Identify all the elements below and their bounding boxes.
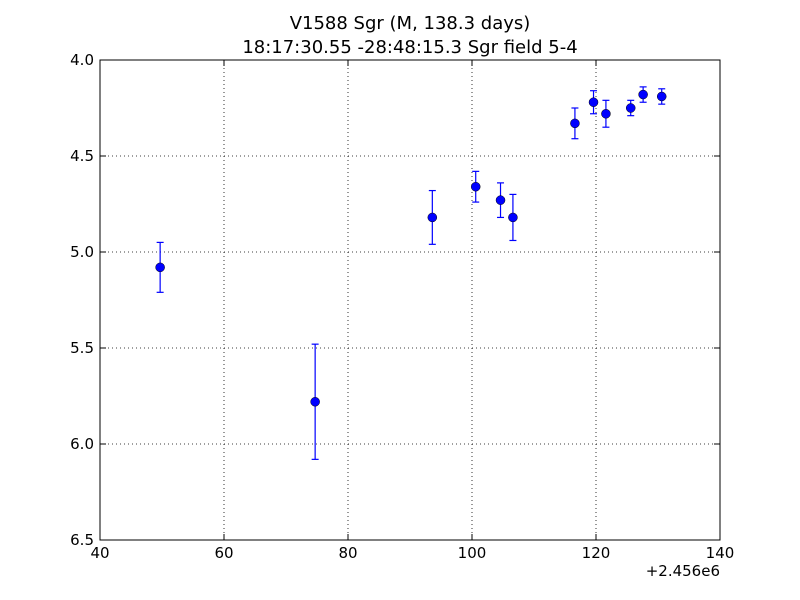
data-point [570, 118, 580, 129]
y-tick-label: 4.5 [70, 147, 94, 165]
data-point [310, 397, 320, 407]
data-point [427, 212, 438, 223]
y-tick-label: 6.5 [70, 531, 94, 549]
chart-title-line-2: 18:17:30.55 -28:48:15.3 Sgr field 5-4 [242, 37, 577, 58]
data-point [495, 195, 506, 205]
data-point [638, 89, 648, 100]
data-point [625, 103, 636, 113]
x-tick-label: 60 [214, 544, 233, 562]
data-point [656, 91, 667, 102]
x-tick-label: 120 [582, 544, 611, 562]
x-tick-label: 100 [458, 544, 487, 562]
plot-frame [99, 59, 721, 541]
chart-title-line-1: V1588 Sgr (M, 138.3 days) [290, 13, 531, 34]
x-axis-offset-label: +2.456e6 [646, 562, 720, 580]
y-tick-label: 5.0 [70, 243, 94, 261]
data-point [508, 212, 518, 223]
data-point [588, 97, 599, 107]
data-point [601, 109, 611, 119]
x-tick-label: 140 [706, 544, 735, 562]
x-tick-label: 80 [338, 544, 357, 562]
y-tick-label: 5.5 [70, 339, 94, 357]
y-tick-label: 6.0 [70, 435, 94, 453]
data-point [470, 181, 481, 192]
data-point [155, 262, 165, 273]
y-tick-label: 4.0 [70, 51, 94, 69]
x-tick-label: 40 [90, 544, 109, 562]
